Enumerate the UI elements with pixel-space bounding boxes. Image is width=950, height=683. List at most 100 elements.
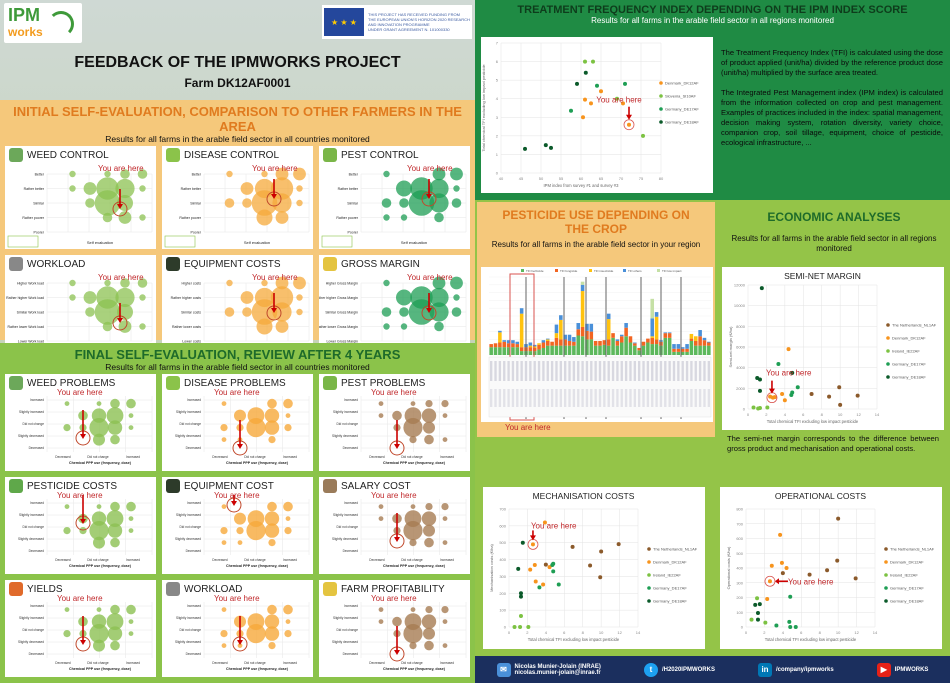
bar-segment — [563, 339, 567, 346]
legend-entry: Germany_DE17AF — [653, 586, 687, 591]
x-axis-label: Chemical PPP use (frequency, dose) — [69, 461, 132, 465]
x-tick-label: 50 — [539, 176, 544, 181]
legend-marker — [886, 375, 890, 379]
y-tick-label: Lower costs — [182, 340, 201, 344]
bubble — [421, 511, 437, 526]
youtube-link[interactable]: ▶ IPMWORKS — [876, 662, 929, 677]
bubble — [383, 170, 390, 178]
x-axis-label: Chemical PPP use (frequency, dose) — [383, 564, 446, 568]
bubble — [221, 540, 227, 545]
bar-segment — [498, 330, 502, 333]
twitter-link[interactable]: t /H2020IPMWORKS — [643, 662, 715, 677]
final-card-workload: WORKLOAD Increased Slightly increased Did n… — [162, 580, 313, 677]
data-point — [615, 96, 619, 101]
x-tick-label: Decreased — [212, 558, 228, 562]
bubble — [63, 424, 71, 432]
legend-entry: Denmark_DK12AF — [665, 81, 699, 86]
data-point — [541, 582, 546, 587]
card-header: WORKLOAD — [5, 255, 156, 273]
y-tick-label: Decreased — [343, 549, 359, 553]
bubble — [441, 606, 449, 614]
x-tick-label: 14 — [873, 630, 878, 635]
linkedin-link[interactable]: in /company/ipmworks — [758, 662, 834, 677]
bar-segment — [685, 351, 689, 355]
data-point — [588, 563, 593, 568]
x-tick-label: Did not change — [244, 661, 266, 665]
linkedin-handle[interactable]: /company/ipmworks — [776, 666, 834, 673]
y-tick-label: Decreased — [186, 446, 202, 450]
y-tick-label: Slightly increased — [19, 410, 44, 414]
bubble — [268, 642, 276, 650]
bubble — [378, 401, 384, 406]
bar-segment — [602, 344, 607, 355]
bar-segment — [537, 349, 541, 355]
initial-card-weed-control: WEED CONTROL Better Rather better Similar Ra… — [5, 146, 156, 249]
bar-segment — [689, 340, 694, 355]
bubble — [64, 504, 70, 509]
bar-segment — [550, 341, 554, 346]
bar-segment — [646, 338, 650, 343]
y-tick-label: Did not change — [337, 422, 359, 426]
crop-label — [516, 361, 519, 381]
bubble — [94, 190, 121, 216]
x-axis-label: Chemical PPP use (frequency, dose) — [69, 667, 132, 671]
legend-entry: Germany_DE18AF — [665, 120, 699, 125]
bubble — [383, 279, 390, 287]
you-are-here-label: You are here — [407, 273, 453, 282]
bar-segment — [615, 339, 620, 341]
y-tick-label: Decreased — [29, 652, 45, 656]
you-are-here-label: You are here — [57, 491, 103, 500]
bar-segment — [554, 333, 559, 338]
bar-segment — [528, 351, 533, 355]
x-axis-label: Self evaluation — [401, 240, 427, 245]
card-header: YIELDS — [5, 580, 156, 598]
farm-label — [524, 389, 528, 407]
card-title: PEST CONTROL — [341, 149, 419, 161]
farm-label — [685, 389, 689, 407]
card-header: GROSS MARGIN — [319, 255, 470, 273]
legend-entry: Denmark_DK12AF — [892, 336, 926, 341]
y-tick-label: 5 — [496, 78, 499, 83]
operational-costs-chart: OPERATIONAL COSTS 0 2 4 6 8 10 12 14 0 100 200 300 40… — [726, 491, 935, 642]
data-point — [570, 544, 575, 549]
legend-entry: Ireland_IE22AF — [653, 573, 681, 578]
twitter-handle[interactable]: /H2020IPMWORKS — [661, 666, 715, 673]
bar-segment — [676, 351, 681, 355]
data-point — [809, 392, 814, 397]
x-axis-label: Chemical PPP use (frequency, dose) — [226, 461, 289, 465]
data-point — [757, 405, 762, 410]
y-tick-label: Increased — [187, 604, 201, 608]
bar-segment — [519, 351, 524, 355]
bubble-chart: Better Rather better Similar Rather poorer P… — [7, 169, 153, 248]
farm-label — [511, 389, 515, 407]
bubble — [442, 619, 448, 624]
card-title: WORKLOAD — [184, 583, 243, 595]
bubble — [434, 212, 444, 223]
final-card-salary-cost: SALARY COST Increased Slightly increased Di… — [319, 477, 470, 574]
crop-label — [577, 361, 580, 381]
bubble — [63, 630, 71, 638]
youtube-handle[interactable]: IPMWORKS — [894, 666, 929, 673]
bubble — [93, 639, 105, 652]
chart-title: OPERATIONAL COSTS — [775, 491, 866, 501]
legend-marker — [659, 94, 663, 98]
crop-label — [659, 361, 663, 381]
legend-marker — [589, 269, 592, 272]
legend-marker — [884, 560, 888, 564]
y-tick-label: 100 — [736, 610, 743, 615]
eu-text-line: UNDER GRANT AGREEMENT N. 101000330 — [368, 27, 450, 32]
bubble-chart: Higher Gross Margin Rather higher Gross M… — [319, 276, 467, 357]
contact-email[interactable]: nicolas.munier-jolain@inrae.fr — [514, 669, 601, 676]
crop-label — [603, 361, 606, 381]
legend-marker — [884, 599, 888, 603]
card-title: DISEASE CONTROL — [184, 149, 280, 161]
bubble — [272, 193, 292, 213]
bubble — [126, 604, 136, 615]
y-tick-label: Did not change — [180, 422, 202, 426]
bubble — [96, 401, 102, 406]
bubble — [283, 501, 293, 512]
crop-label — [585, 361, 589, 381]
x-tick-label: 6 — [563, 630, 566, 635]
y-tick-label: Rather higher Gross Margin — [319, 296, 358, 300]
arrow-head — [394, 650, 400, 655]
